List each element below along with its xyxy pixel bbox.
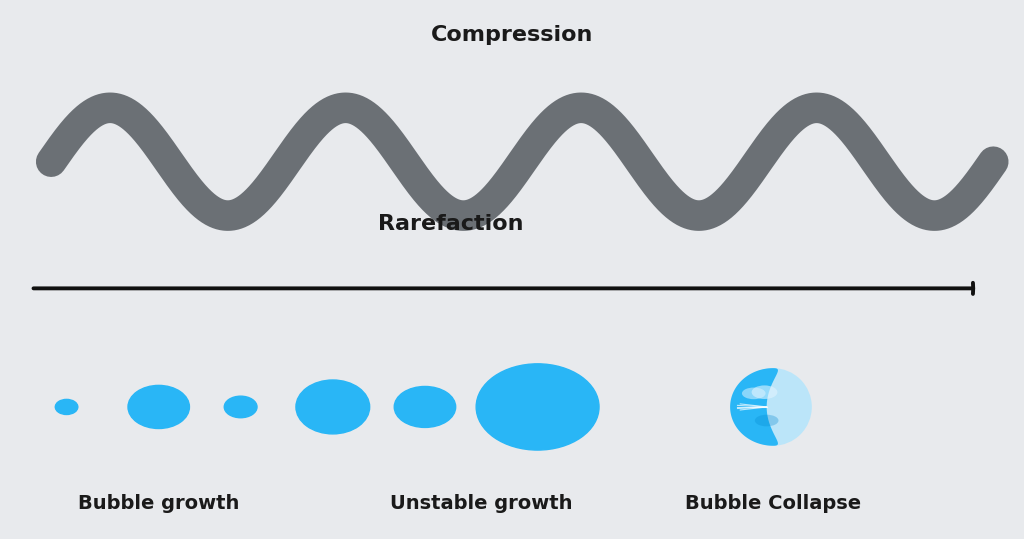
Text: Bubble Collapse: Bubble Collapse xyxy=(685,494,861,514)
Ellipse shape xyxy=(296,380,370,434)
Ellipse shape xyxy=(752,385,777,399)
Polygon shape xyxy=(730,368,778,446)
Ellipse shape xyxy=(476,364,599,450)
Text: Bubble growth: Bubble growth xyxy=(78,494,240,514)
Text: Compression: Compression xyxy=(431,25,593,45)
Ellipse shape xyxy=(394,386,456,427)
Ellipse shape xyxy=(755,414,778,426)
Ellipse shape xyxy=(128,385,189,429)
Text: Unstable growth: Unstable growth xyxy=(390,494,572,514)
Ellipse shape xyxy=(734,368,812,446)
Ellipse shape xyxy=(55,399,78,414)
Text: Rarefaction: Rarefaction xyxy=(378,213,523,234)
Ellipse shape xyxy=(224,396,257,418)
Ellipse shape xyxy=(742,388,766,399)
